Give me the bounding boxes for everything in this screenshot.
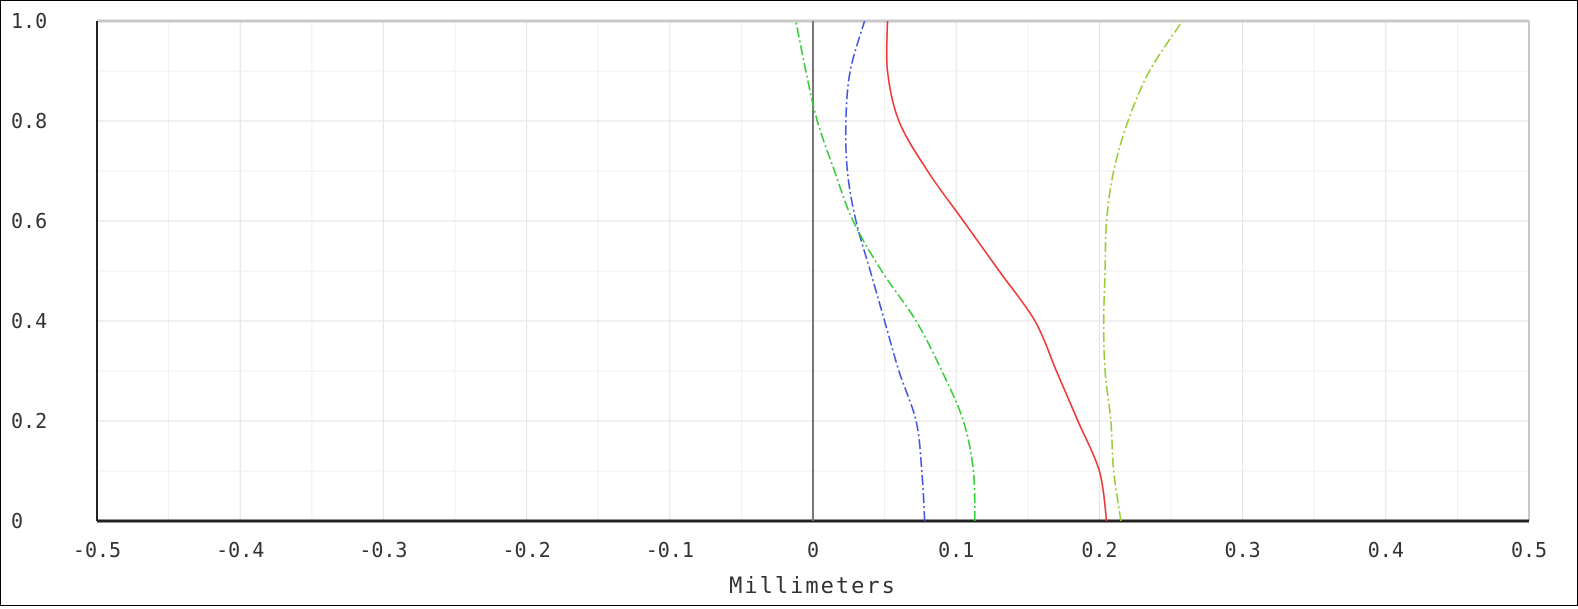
tick-labels: -0.5 -0.4 -0.3 -0.2 -0.1 0 0.1 0.2 0.3 0.4 0.5 0 0.2… [11, 9, 1547, 562]
y-tick-label: 0 [11, 509, 23, 533]
series-line-3 [885, 20, 1108, 522]
y-tick-label: 0.4 [11, 309, 47, 333]
x-tick-label: -0.1 [646, 538, 694, 562]
x-tick-label: 0.3 [1225, 538, 1261, 562]
y-tick-label: 0.8 [11, 109, 47, 133]
x-tick-label: 0.2 [1081, 538, 1117, 562]
series-layer [795, 20, 1184, 522]
y-tick-label: 0.2 [11, 409, 47, 433]
series-line-4 [1102, 20, 1184, 522]
x-tick-label: -0.5 [73, 538, 121, 562]
x-tick-label: 0 [807, 538, 819, 562]
x-tick-label: -0.3 [359, 538, 407, 562]
y-tick-label: 0.6 [11, 209, 47, 233]
axes [96, 19, 1530, 523]
x-tick-label: 0.5 [1511, 538, 1547, 562]
series-line-2 [795, 20, 976, 522]
x-tick-label: 0.1 [938, 538, 974, 562]
x-tick-label: -0.4 [216, 538, 264, 562]
x-axis-label: Millimeters [729, 574, 897, 599]
x-tick-label: 0.4 [1368, 538, 1404, 562]
series-line-1 [844, 20, 926, 522]
y-tick-label: 1.0 [11, 9, 47, 33]
x-tick-label: -0.2 [503, 538, 551, 562]
